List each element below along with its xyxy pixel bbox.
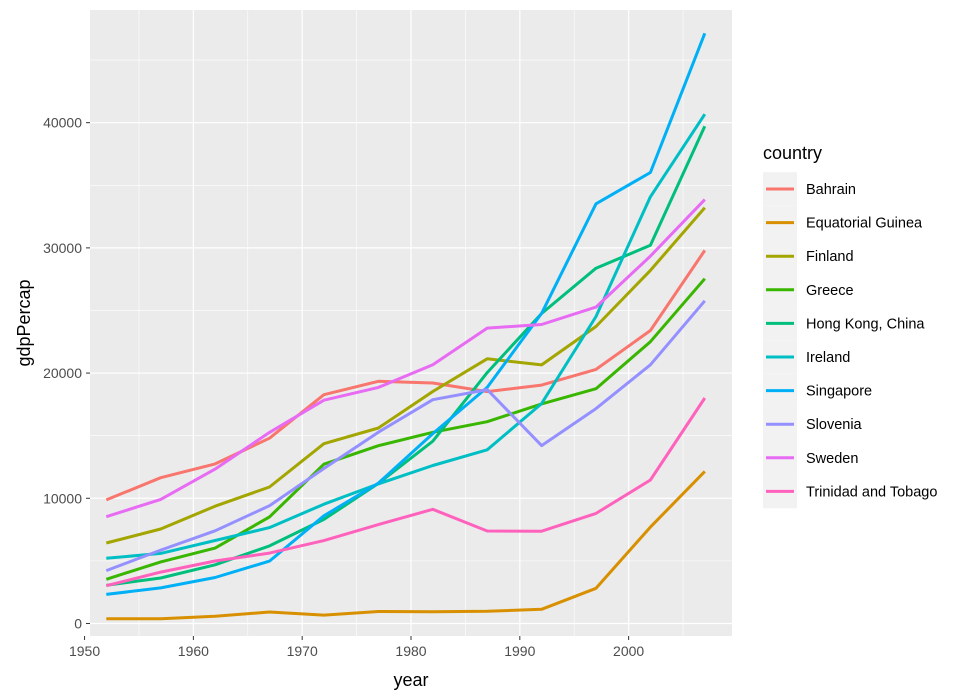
legend-label: Greece — [806, 283, 854, 299]
series-line-singapore — [106, 32, 707, 596]
x-tick-label: 1950 — [69, 643, 100, 659]
legend-item-sweden: Sweden — [763, 441, 858, 475]
legend-label: Finland — [806, 249, 854, 265]
x-tick-label: 2000 — [613, 643, 644, 659]
series-line-equatorial-guinea — [106, 470, 706, 621]
y-axis: 0 10000 20000 30000 40000 — [43, 115, 90, 631]
series-lines — [105, 32, 707, 621]
legend-label: Trinidad and Tobago — [806, 484, 937, 500]
series-line-trinidad-and-tobago — [105, 397, 707, 588]
series-line-bahrain — [105, 249, 707, 502]
legend-label: Ireland — [806, 350, 850, 366]
legend-item-singapore: Singapore — [763, 373, 872, 408]
legend-item-equatorial-guinea: Equatorial Guinea — [763, 205, 923, 240]
legend-label: Bahrain — [806, 182, 856, 198]
y-axis-title: gdpPercap — [14, 279, 34, 366]
series-line-sweden — [105, 198, 706, 519]
y-tick-label: 40000 — [43, 115, 82, 131]
series-line-greece — [105, 277, 706, 581]
x-axis-title: year — [393, 670, 428, 690]
y-tick-label: 30000 — [43, 240, 82, 256]
legend-item-greece: Greece — [763, 273, 854, 307]
y-tick-label: 10000 — [43, 490, 82, 506]
legend-item-slovenia: Slovenia — [763, 407, 863, 441]
legend-title: country — [763, 143, 822, 163]
x-tick-label: 1960 — [178, 643, 209, 659]
x-tick-label: 1990 — [504, 643, 535, 659]
series-line-finland — [105, 206, 706, 545]
y-tick-label: 0 — [74, 615, 82, 631]
legend: country Bahrain Equatorial Guinea Finland G… — [763, 143, 937, 509]
legend-label: Hong Kong, China — [806, 316, 925, 332]
legend-label: Equatorial Guinea — [806, 216, 923, 232]
legend-label: Sweden — [806, 451, 858, 467]
series-line-hong-kong-china — [106, 125, 707, 587]
series-line-slovenia — [105, 299, 706, 573]
legend-item-ireland: Ireland — [763, 340, 850, 374]
legend-label: Slovenia — [806, 417, 863, 433]
x-axis: 1950 1960 1970 1980 1990 2000 — [69, 636, 644, 659]
legend-item-finland: Finland — [763, 239, 854, 273]
legend-item-bahrain: Bahrain — [763, 172, 856, 206]
legend-item-hong-kong-china: Hong Kong, China — [763, 306, 925, 341]
x-tick-label: 1980 — [395, 643, 426, 659]
x-tick-label: 1970 — [287, 643, 318, 659]
legend-items: Bahrain Equatorial Guinea Finland Greece Hon… — [763, 172, 937, 509]
legend-item-trinidad-and-tobago: Trinidad and Tobago — [763, 474, 937, 509]
major-gridlines — [83, 10, 732, 636]
legend-label: Singapore — [806, 384, 872, 400]
y-tick-label: 20000 — [43, 365, 82, 381]
